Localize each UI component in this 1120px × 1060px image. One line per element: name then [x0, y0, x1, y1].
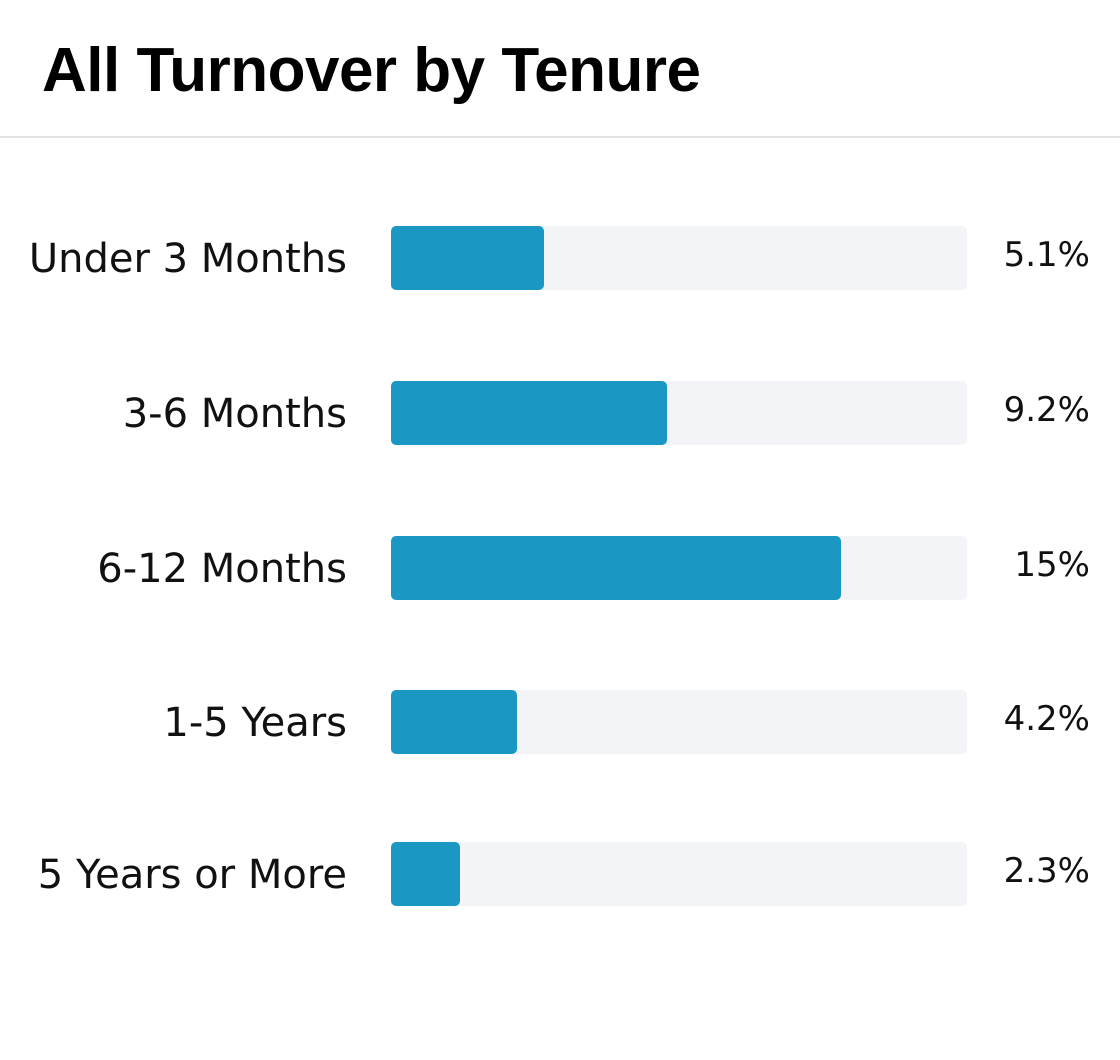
bar: [391, 381, 667, 445]
value-label: 15%: [1014, 545, 1090, 585]
bar-row: 5 Years or More 2.3%: [38, 842, 1090, 906]
category-label: Under 3 Months: [29, 236, 347, 282]
category-label: 6-12 Months: [97, 546, 347, 592]
bar-row: Under 3 Months 5.1%: [29, 226, 1090, 290]
bar-row: 6-12 Months 15%: [97, 536, 1090, 600]
bar: [391, 226, 544, 290]
bar: [391, 536, 841, 600]
bar: [391, 842, 460, 906]
category-label: 1-5 Years: [163, 700, 347, 746]
bar-row: 1-5 Years 4.2%: [163, 690, 1090, 754]
category-label: 5 Years or More: [38, 852, 347, 898]
value-label: 5.1%: [1004, 235, 1090, 275]
value-label: 9.2%: [1004, 390, 1090, 430]
bar: [391, 690, 517, 754]
bar-row: 3-6 Months 9.2%: [123, 381, 1090, 445]
value-label: 2.3%: [1004, 851, 1090, 891]
chart-title: All Turnover by Tenure: [42, 36, 701, 105]
card-header: All Turnover by Tenure: [0, 0, 1120, 138]
bar-track: [391, 690, 967, 754]
category-label: 3-6 Months: [123, 391, 347, 437]
value-label: 4.2%: [1004, 699, 1090, 739]
bar-track: [391, 842, 967, 906]
